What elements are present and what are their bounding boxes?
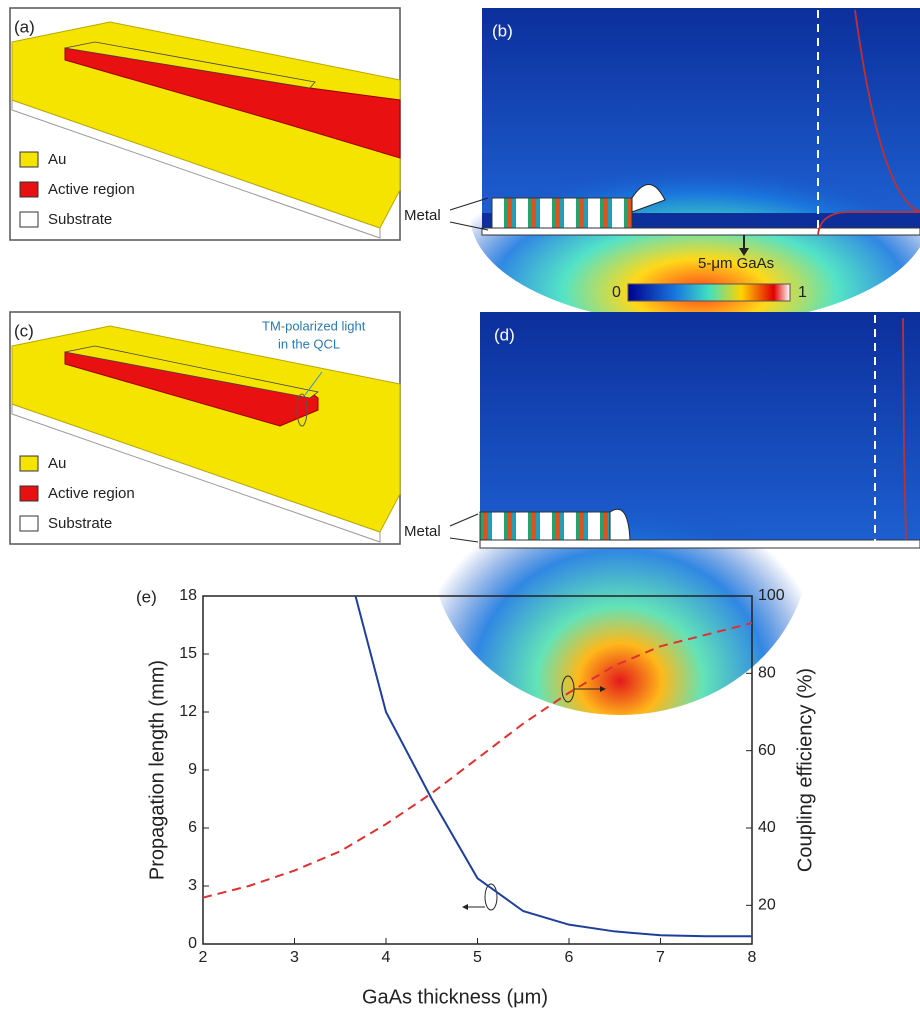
panel-label: (b) (492, 21, 513, 40)
panel-label: (c) (14, 321, 34, 340)
legend-label: Au (48, 455, 66, 472)
y2-tick-label: 80 (758, 665, 776, 682)
field-profile (817, 9, 920, 236)
field-profile (902, 317, 907, 541)
gaas-layer (481, 227, 920, 236)
y-tick-label: 6 (188, 819, 197, 836)
arrow (304, 371, 323, 396)
y-tick-label: 15 (179, 645, 197, 662)
arrowhead (739, 248, 749, 256)
legend-label: Active region (48, 181, 135, 198)
panel-d: (d) Metal (404, 312, 920, 715)
x-tick-label: 5 (473, 949, 482, 966)
legend-swatch (19, 181, 39, 198)
gaas-label: 5-μm GaAs (698, 255, 774, 272)
y2-tick-label: 100 (758, 587, 785, 604)
arrowhead (462, 904, 468, 910)
legend-label: Substrate (48, 515, 112, 532)
legend-label: Substrate (48, 211, 112, 228)
metal-label: Metal (404, 207, 441, 224)
x-tick-label: 8 (748, 949, 757, 966)
series-line (203, 622, 752, 899)
gold-layer (11, 21, 401, 229)
x-tick-label: 2 (199, 949, 208, 966)
arrow (449, 221, 489, 231)
metal-grating (491, 197, 633, 229)
panel-label: (e) (136, 587, 157, 606)
y2-tick-label: 60 (758, 742, 776, 759)
y-tick-label: 0 (188, 935, 197, 952)
legend-swatch (19, 455, 39, 472)
series-line (354, 596, 752, 938)
axis-marker (484, 883, 498, 911)
polarization-marker (296, 393, 308, 427)
ridge-top (64, 41, 316, 89)
x-tick-label: 3 (290, 949, 299, 966)
legend-label: Active region (48, 485, 135, 502)
plot-lines (203, 596, 752, 938)
colorbar-gradient (627, 283, 791, 302)
y-tick-label: 3 (188, 877, 197, 894)
legend-swatch (19, 515, 39, 532)
annotation: TM-polarized light (262, 318, 366, 333)
panel-e: (e) GaAs thickness (μm) Propagation leng… (136, 587, 816, 1008)
colorbar-tick: 1 (798, 284, 807, 301)
y2-tick-label: 40 (758, 819, 776, 836)
arrowhead (600, 686, 606, 692)
arrow (449, 197, 489, 211)
y-tick-label: 9 (188, 761, 197, 778)
panel-label: (a) (14, 17, 35, 36)
legend-swatch (19, 151, 39, 168)
y-axis-title: Propagation length (mm) (146, 660, 168, 880)
colorbar: 0 1 (612, 283, 807, 302)
y-tick-label: 18 (179, 587, 197, 604)
x-tick-label: 7 (656, 949, 665, 966)
x-tick-label: 6 (565, 949, 574, 966)
legend-swatch (19, 211, 39, 228)
panel-a: (a) Au Active region Substrate (9, 7, 401, 241)
panel-b: (b) Metal 5-μm GaAs (404, 8, 920, 325)
ridge-top (64, 345, 319, 399)
gaas-layer (479, 539, 920, 549)
colorbar-tick: 0 (612, 284, 621, 301)
legend-swatch (19, 485, 39, 502)
y2-axis-title: Coupling efficiency (%) (794, 668, 816, 872)
metal-edge (609, 508, 631, 541)
x-tick-label: 4 (382, 949, 391, 966)
metal-edge (631, 184, 666, 213)
panel-label: (d) (494, 325, 515, 344)
panel-c: TM-polarized light in the QCL (c) Au Act… (9, 311, 401, 545)
y-tick-label: 12 (179, 703, 197, 720)
annotation: in the QCL (278, 336, 340, 351)
arrow (449, 513, 479, 527)
gold-layer (11, 325, 401, 533)
arrow (449, 537, 479, 543)
legend-label: Au (48, 151, 66, 168)
metal-label: Metal (404, 523, 441, 540)
y2-tick-label: 20 (758, 897, 776, 914)
metal-grating (479, 511, 611, 541)
x-axis-title: GaAs thickness (μm) (362, 986, 548, 1008)
